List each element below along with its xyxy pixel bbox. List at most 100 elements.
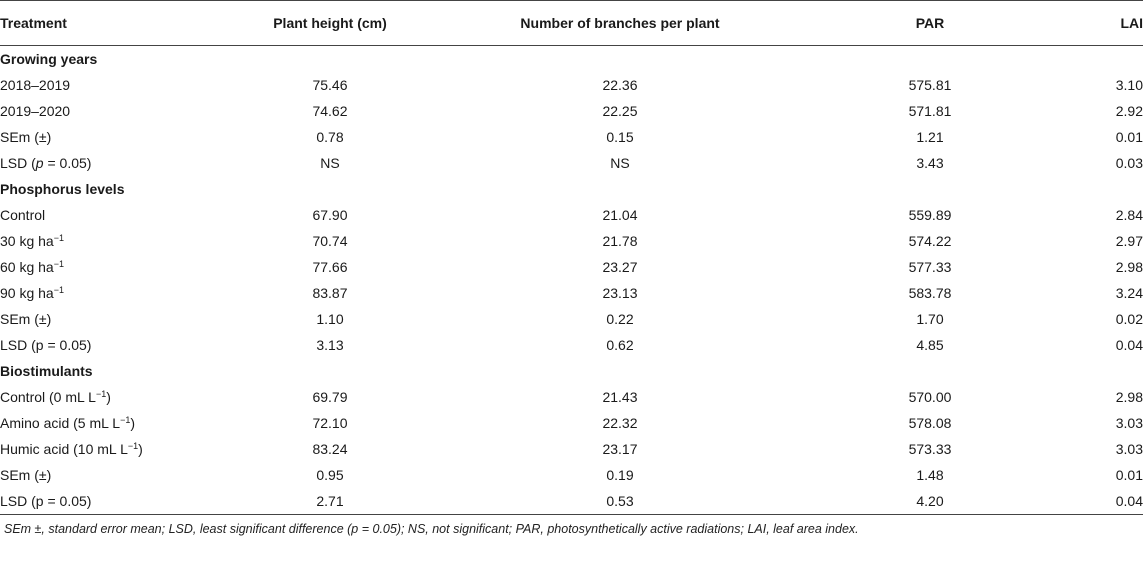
- row-label-text: SEm (±): [0, 467, 52, 483]
- section-title: Growing years: [0, 51, 98, 67]
- row-label-superscript: −1: [95, 389, 107, 399]
- table-row: 2018–2019 75.46 22.36 575.81 3.10: [0, 72, 1143, 98]
- cell-par: 574.22: [908, 233, 952, 249]
- cell-plant-height: 0.78: [316, 129, 344, 145]
- column-header-par: PAR: [770, 0, 1090, 46]
- cell-plant-height: 3.13: [316, 337, 344, 353]
- cell-par: 583.78: [908, 285, 952, 301]
- section-row: Growing years: [0, 46, 1143, 73]
- column-header-branches: Number of branches per plant: [470, 0, 770, 46]
- cell-lai: 2.97: [1115, 233, 1143, 249]
- cell-branches: NS: [610, 155, 630, 171]
- cell-branches: 21.43: [602, 389, 638, 405]
- column-header-plant-height: Plant height (cm): [190, 0, 470, 46]
- cell-par: 573.33: [908, 441, 952, 457]
- results-table: Treatment Plant height (cm) Number of br…: [0, 0, 1143, 515]
- cell-par: 3.43: [916, 155, 944, 171]
- row-label-text: LSD (p = 0.05): [0, 493, 92, 509]
- cell-plant-height: 77.66: [312, 259, 348, 275]
- row-label: SEm (±): [0, 124, 190, 150]
- cell-branches: 23.13: [602, 285, 638, 301]
- cell-lai: 2.98: [1115, 389, 1143, 405]
- cell-par: 578.08: [908, 415, 952, 431]
- cell-par: 571.81: [908, 103, 952, 119]
- cell-par: 559.89: [908, 207, 952, 223]
- row-label-text: 30 kg ha: [0, 233, 54, 249]
- cell-lai: 0.04: [1090, 488, 1143, 515]
- row-label-text: Control (0 mL L: [0, 389, 96, 405]
- row-label: LSD (p = 0.05): [0, 150, 190, 176]
- row-label: LSD (p = 0.05): [0, 488, 190, 515]
- cell-branches: 23.27: [602, 259, 638, 275]
- row-label-text: SEm (±): [0, 129, 52, 145]
- table-row: Amino acid (5 mL L−1) 72.10 22.32 578.08 3.0…: [0, 410, 1143, 436]
- row-label-text: 2019–2020: [0, 103, 71, 119]
- row-label-superscript: −1: [120, 415, 131, 425]
- section-title: Phosphorus levels: [0, 181, 125, 197]
- cell-plant-height: 2.71: [190, 488, 470, 515]
- cell-lai: 3.03: [1115, 441, 1143, 457]
- cell-par: 4.85: [916, 337, 944, 353]
- row-label-text: = 0.05): [43, 155, 92, 171]
- row-label-text: 90 kg ha: [0, 285, 54, 301]
- section-row: Phosphorus levels: [0, 176, 1143, 202]
- row-label: Control: [0, 202, 190, 228]
- cell-plant-height: 74.62: [312, 103, 348, 119]
- cell-branches: 0.22: [606, 311, 634, 327]
- cell-lai: 3.24: [1115, 285, 1143, 301]
- row-label-text: Amino acid (5 mL L: [0, 415, 121, 431]
- row-label-text: LSD (p = 0.05): [0, 337, 92, 353]
- cell-branches: 0.53: [470, 488, 770, 515]
- cell-par: 4.20: [770, 488, 1090, 515]
- table-row: 30 kg ha−1 70.74 21.78 574.22 2.97: [0, 228, 1143, 254]
- table-body: Growing years 2018–2019 75.46 22.36 575.81 3.…: [0, 46, 1143, 515]
- column-header-treatment: Treatment: [0, 0, 190, 46]
- cell-lai: 2.92: [1115, 103, 1143, 119]
- cell-plant-height: 83.87: [312, 285, 348, 301]
- row-label-superscript: −1: [53, 233, 64, 243]
- table-row: LSD (p = 0.05) NS NS 3.43 0.03: [0, 150, 1143, 176]
- cell-branches: 0.62: [606, 337, 634, 353]
- row-label-superscript: −1: [127, 441, 139, 451]
- cell-par: 577.33: [908, 259, 952, 275]
- cell-branches: 21.04: [602, 207, 638, 223]
- row-label: LSD (p = 0.05): [0, 332, 190, 358]
- cell-branches: 0.19: [606, 467, 634, 483]
- cell-par: 1.48: [916, 467, 944, 483]
- row-label-text: Humic acid (10 mL L: [0, 441, 128, 457]
- section-row: Biostimulants: [0, 358, 1143, 384]
- row-label: SEm (±): [0, 462, 190, 488]
- cell-plant-height: 69.79: [312, 389, 348, 405]
- cell-branches: 22.32: [602, 415, 638, 431]
- cell-plant-height: 83.24: [312, 441, 348, 457]
- cell-plant-height: 1.10: [316, 311, 344, 327]
- table-row: 90 kg ha−1 83.87 23.13 583.78 3.24: [0, 280, 1143, 306]
- cell-lai: 2.98: [1115, 259, 1143, 275]
- table-row: Humic acid (10 mL L−1) 83.24 23.17 573.33 3.…: [0, 436, 1143, 462]
- row-label: 90 kg ha−1: [0, 280, 190, 306]
- cell-branches: 0.15: [606, 129, 634, 145]
- cell-par: 1.70: [916, 311, 944, 327]
- row-label: 2019–2020: [0, 98, 190, 124]
- cell-lai: 0.03: [1115, 155, 1143, 171]
- cell-lai: 2.84: [1115, 207, 1143, 223]
- row-label: 60 kg ha−1: [0, 254, 190, 280]
- row-label: 2018–2019: [0, 72, 190, 98]
- table-footnote: SEm ±, standard error mean; LSD, least s…: [4, 522, 859, 536]
- row-label-italic: p: [35, 155, 44, 171]
- cell-lai: 0.02: [1115, 311, 1143, 327]
- cell-plant-height: 75.46: [312, 77, 348, 93]
- cell-lai: 0.01: [1115, 129, 1143, 145]
- cell-lai: 0.04: [1115, 337, 1143, 353]
- cell-par: 575.81: [908, 77, 952, 93]
- row-label: Control (0 mL L−1): [0, 384, 190, 410]
- row-label: SEm (±): [0, 306, 190, 332]
- cell-plant-height: 0.95: [316, 467, 344, 483]
- table-row: LSD (p = 0.05) 2.71 0.53 4.20 0.04: [0, 488, 1143, 515]
- cell-lai: 0.01: [1115, 467, 1143, 483]
- row-label-text: 2018–2019: [0, 77, 71, 93]
- table-row: Control 67.90 21.04 559.89 2.84: [0, 202, 1143, 228]
- row-label-superscript: −1: [53, 259, 64, 269]
- table-row: 2019–2020 74.62 22.25 571.81 2.92: [0, 98, 1143, 124]
- row-label-text: ): [130, 415, 136, 431]
